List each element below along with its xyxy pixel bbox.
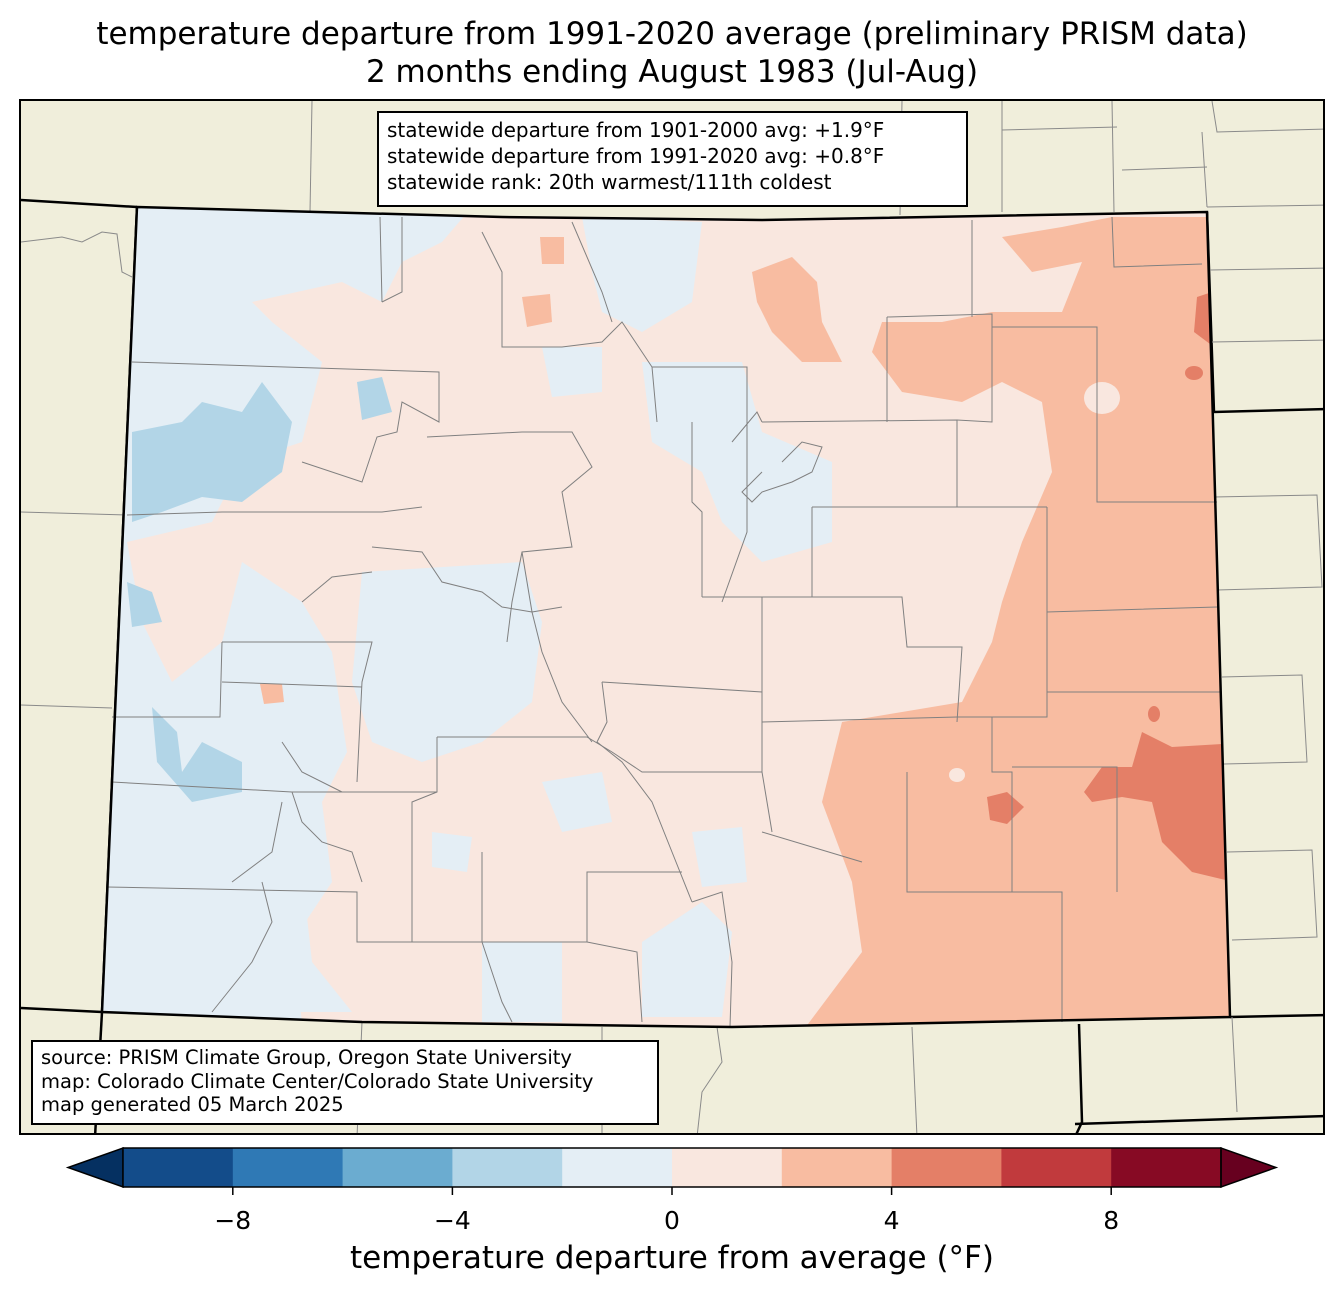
colorbar-segment — [562, 1148, 673, 1187]
anomaly-region-0-neg — [542, 347, 602, 397]
anomaly-region-0-neg — [692, 827, 747, 887]
anomaly-region-0-neg — [582, 217, 702, 332]
anomaly-region-2-4 — [752, 257, 842, 362]
colorbar-segment — [232, 1148, 344, 1187]
anomaly-region-0-neg — [542, 772, 612, 832]
map-title: temperature departure from 1991-2020 ave… — [96, 16, 1248, 52]
anomaly-region-4-6 — [1148, 706, 1160, 722]
colorbar-ticks: −8 −4 0 4 8 — [214, 1187, 1119, 1235]
colorbar-segment — [891, 1148, 1002, 1187]
anomaly-region-0-neg — [642, 902, 732, 1017]
anomaly-region-neg-2-4 — [127, 582, 162, 627]
colorbar-extend-low — [65, 1146, 124, 1189]
colorbar-segments — [65, 1146, 1279, 1189]
anomaly-region-neg-2-4 — [132, 382, 292, 522]
colorbar: −8 −4 0 4 8 — [65, 1146, 1279, 1235]
colorado-outline — [100, 205, 1232, 1029]
colorado-map — [21, 101, 1323, 1133]
anomaly-hole — [949, 768, 965, 782]
statewide-stats-box: statewide departure from 1901-2000 avg: … — [377, 111, 968, 207]
colorbar-segment — [1111, 1148, 1222, 1187]
anomaly-region-2-4 — [522, 294, 552, 327]
colorbar-extend-high — [1220, 1146, 1279, 1189]
anomaly-region-0-neg — [642, 362, 832, 562]
anomaly-region-0-neg — [102, 872, 352, 1012]
colorbar-tick-label: 8 — [1103, 1206, 1119, 1235]
colorbar-tick-label: −4 — [434, 1206, 471, 1235]
anomaly-region-0-neg — [352, 562, 542, 762]
temperature-anomaly-shading — [102, 207, 1230, 1027]
colorbar-segment — [672, 1148, 783, 1187]
colorbar-tick-label: 0 — [664, 1206, 680, 1235]
colorbar-label: temperature departure from average (°F) — [350, 1240, 994, 1276]
anomaly-region-2-4 — [260, 684, 284, 704]
map-credit-line: map: Colorado Climate Center/Colorado St… — [41, 1069, 594, 1093]
stats-departure-1901-2000: statewide departure from 1901-2000 avg: … — [387, 118, 885, 142]
colorbar-segment — [1001, 1148, 1112, 1187]
anomaly-region-neg-2-4 — [152, 707, 242, 802]
anomaly-hole — [1084, 382, 1120, 414]
colorbar-tick-label: 4 — [884, 1206, 900, 1235]
generated-date-line: map generated 05 March 2025 — [41, 1093, 344, 1116]
anomaly-region-neg-2-4 — [357, 377, 392, 420]
anomaly-region-2-4 — [540, 237, 564, 264]
source-box: source: PRISM Climate Group, Oregon Stat… — [31, 1040, 659, 1125]
colorbar-tick-label: −8 — [214, 1206, 251, 1235]
anomaly-region-4-6 — [1084, 732, 1230, 882]
anomaly-region-2-4 — [802, 217, 1230, 1027]
anomaly-region-0-neg — [482, 942, 562, 1022]
colorbar-segment — [452, 1148, 563, 1187]
map-subtitle: 2 months ending August 1983 (Jul-Aug) — [365, 54, 979, 90]
map-panel — [19, 99, 1325, 1135]
colorbar-segment — [781, 1148, 893, 1187]
colorbar-segment — [123, 1148, 234, 1187]
anomaly-region-0-neg — [432, 832, 472, 872]
stats-departure-1991-2020: statewide departure from 1991-2020 avg: … — [387, 144, 885, 168]
stats-rank: statewide rank: 20th warmest/111th colde… — [387, 170, 832, 194]
county-lines — [106, 216, 1222, 1028]
colorbar-segment — [342, 1148, 453, 1187]
anomaly-region-4-6 — [987, 792, 1024, 824]
anomaly-region-4-6 — [1185, 366, 1203, 380]
source-line: source: PRISM Climate Group, Oregon Stat… — [41, 1046, 572, 1069]
